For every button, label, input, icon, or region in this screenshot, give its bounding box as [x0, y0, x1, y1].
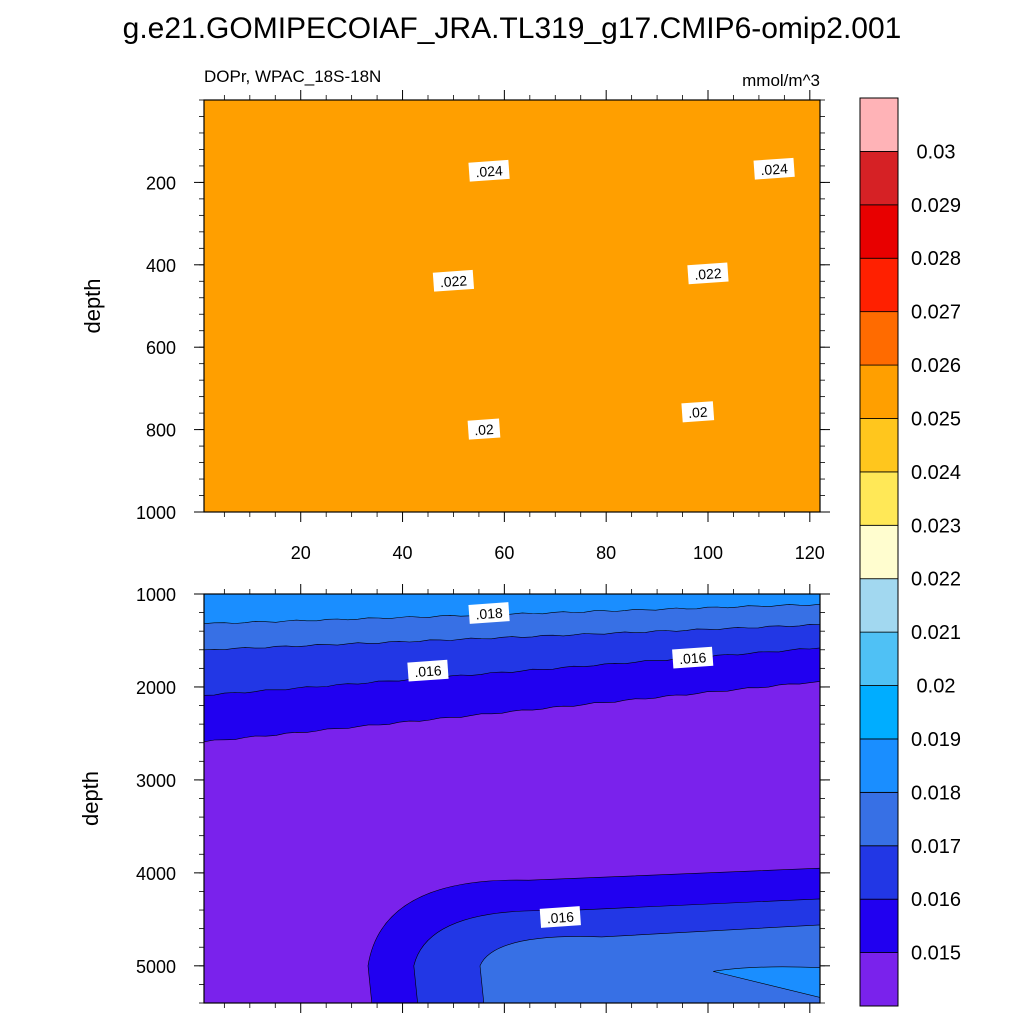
y-tick-label: 1000 — [136, 503, 176, 523]
colorbar-swatch — [859, 524, 899, 580]
colorbar-swatch — [859, 845, 899, 900]
contour-band — [479, 924, 820, 1003]
svg-text:.02: .02 — [474, 421, 495, 438]
y-axis-label: depth — [80, 278, 105, 333]
colorbar-label: 0.015 — [911, 943, 961, 965]
colorbar-swatch — [859, 631, 899, 686]
colorbar-label: 0.024 — [911, 462, 961, 484]
y-tick-label: 200 — [146, 173, 176, 193]
svg-text:.022: .022 — [439, 272, 468, 290]
colorbar-label: 0.021 — [911, 622, 961, 644]
colorbar-label: 0.022 — [911, 569, 961, 591]
svg-text:.024: .024 — [760, 160, 789, 178]
y-tick-label: 600 — [146, 338, 176, 358]
units-label: mmol/m^3 — [742, 71, 820, 90]
y-tick-label: 4000 — [136, 864, 176, 884]
x-tick-label: 20 — [291, 543, 311, 563]
contour-label: .016 — [672, 646, 714, 669]
plot-frame — [203, 99, 821, 513]
contour-label: .024 — [468, 159, 510, 182]
svg-text:.016: .016 — [546, 909, 575, 927]
y-tick-label: 2000 — [136, 678, 176, 698]
colorbar-swatch — [859, 151, 899, 206]
upper-panel: .024 .024 .022 .022 .02 .02 200 400 600 800 1000 20… — [80, 90, 830, 563]
colorbar-label: 0.025 — [911, 408, 961, 430]
colorbar-swatch — [859, 311, 899, 366]
colorbar-label: 0.017 — [911, 836, 961, 858]
colorbar-label: 0.023 — [911, 515, 961, 537]
x-tick-label: 120 — [795, 543, 825, 563]
svg-text:.016: .016 — [414, 662, 443, 680]
colorbar-label: 0.02 — [917, 676, 956, 698]
colorbar-swatch — [859, 738, 899, 793]
contour-field — [204, 594, 820, 1003]
colorbar-swatch — [859, 97, 899, 152]
x-tick-label: 80 — [596, 543, 616, 563]
variable-region-label: DOPr, WPAC_18S-18N — [204, 67, 381, 86]
svg-text:.022: .022 — [694, 265, 723, 283]
colorbar-label: 0.026 — [911, 355, 961, 377]
colorbar-label: 0.019 — [911, 729, 961, 751]
svg-text:.018: .018 — [475, 605, 504, 623]
colorbar-swatch — [859, 952, 899, 1007]
colorbar: 0.015 0.016 0.017 0.018 0.019 0.02 0.021 0.022 0… — [859, 97, 961, 1007]
contour-label: .024 — [753, 157, 795, 180]
colorbar-swatch — [859, 364, 899, 419]
chart-title: g.e21.GOMIPECOIAF_JRA.TL319_g17.CMIP6-om… — [123, 12, 902, 45]
contour-label: .018 — [468, 602, 510, 624]
x-tick-label: 40 — [393, 543, 413, 563]
contour-label: .016 — [407, 659, 449, 682]
svg-text:.016: .016 — [679, 649, 708, 667]
x-tick-label: 60 — [494, 543, 514, 563]
y-tick-label: 3000 — [136, 771, 176, 791]
colorbar-swatch — [859, 257, 899, 313]
colorbar-swatch — [859, 204, 899, 259]
contour-field — [204, 100, 820, 512]
colorbar-label: 0.027 — [911, 302, 961, 324]
y-tick-label: 400 — [146, 256, 176, 276]
lower-panel: .018 .016 .016 .016 1000 2000 3000 4000 5000 dept… — [78, 584, 830, 1013]
y-tick-label: 5000 — [136, 957, 176, 977]
contour-label: .022 — [687, 262, 729, 285]
x-tick-label: 100 — [693, 543, 723, 563]
colorbar-label: 0.03 — [917, 141, 956, 163]
contour-band — [204, 100, 820, 512]
contour-label: .02 — [467, 418, 501, 440]
colorbar-label: 0.018 — [911, 782, 961, 804]
svg-text:.024: .024 — [475, 162, 504, 180]
contour-label: .022 — [432, 269, 475, 292]
colorbar-swatch — [859, 685, 899, 740]
colorbar-swatch — [859, 418, 899, 473]
y-axis-label: depth — [78, 771, 103, 826]
y-tick-label: 800 — [146, 421, 176, 441]
contour-label: .02 — [681, 401, 715, 423]
svg-text:.02: .02 — [688, 404, 709, 421]
colorbar-swatch — [859, 471, 899, 526]
colorbar-label: 0.028 — [911, 248, 961, 270]
contour-label: .016 — [539, 906, 581, 928]
colorbar-frame — [859, 97, 899, 1007]
colorbar-label: 0.016 — [911, 889, 961, 911]
y-tick-label: 1000 — [136, 585, 176, 605]
colorbar-swatch — [859, 578, 899, 633]
colorbar-swatch — [859, 791, 899, 847]
colorbar-label: 0.029 — [911, 195, 961, 217]
colorbar-swatch — [859, 898, 899, 953]
